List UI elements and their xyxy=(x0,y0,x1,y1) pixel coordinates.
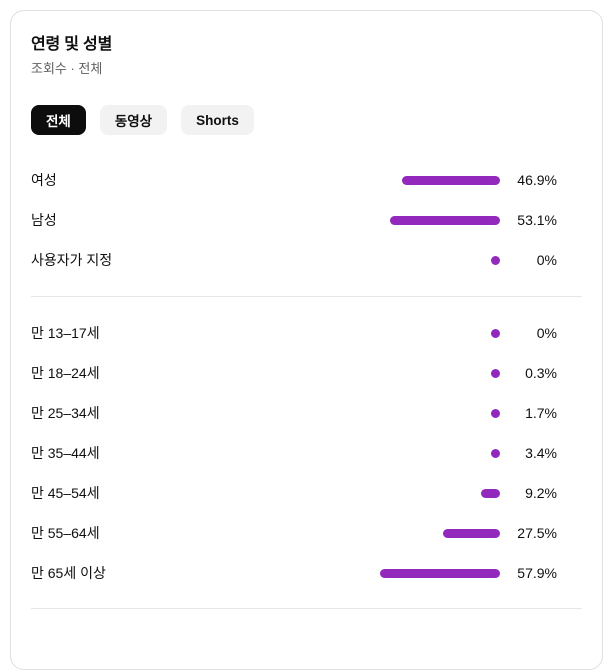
stat-row-age-18-24: 만 18–24세 0.3% xyxy=(31,353,582,393)
row-label: 만 25–34세 xyxy=(31,405,100,421)
row-label: 만 35–44세 xyxy=(31,445,100,461)
bar-area xyxy=(290,408,500,418)
section-divider xyxy=(31,296,582,297)
bar xyxy=(443,528,500,538)
row-value: 1.7% xyxy=(525,405,557,421)
tab-shorts[interactable]: Shorts xyxy=(181,105,254,135)
stat-row-age-13-17: 만 13–17세 0% xyxy=(31,313,582,353)
bar xyxy=(491,328,500,338)
row-value: 57.9% xyxy=(517,565,557,581)
bar-area xyxy=(290,568,500,578)
row-value: 0% xyxy=(536,325,557,341)
row-value: 0% xyxy=(536,252,557,268)
row-value: 27.5% xyxy=(517,525,557,541)
bar xyxy=(390,215,500,225)
row-label: 만 45–54세 xyxy=(31,485,100,501)
gender-section: 여성 46.9% 남성 53.1% 사용자가 지정 0% xyxy=(31,160,582,280)
tab-all[interactable]: 전체 xyxy=(31,105,86,135)
row-value: 53.1% xyxy=(517,212,557,228)
card-title: 연령 및 성별 xyxy=(31,36,113,53)
bar xyxy=(491,448,500,458)
bar-area xyxy=(290,255,500,265)
stat-row-age-25-34: 만 25–34세 1.7% xyxy=(31,393,582,433)
row-value: 9.2% xyxy=(525,485,557,501)
card-subtitle: 조회수 · 전체 xyxy=(31,61,103,76)
stat-row-male: 남성 53.1% xyxy=(31,200,582,240)
age-gender-card: 연령 및 성별 조회수 · 전체 전체 동영상 Shorts 여성 46.9% … xyxy=(10,10,603,670)
row-value: 3.4% xyxy=(525,445,557,461)
row-label: 만 18–24세 xyxy=(31,365,100,381)
bar-area xyxy=(290,175,500,185)
tab-videos[interactable]: 동영상 xyxy=(99,105,168,135)
bar xyxy=(491,255,500,265)
bar-area xyxy=(290,488,500,498)
bar-area xyxy=(290,448,500,458)
row-value: 0.3% xyxy=(525,365,557,381)
bar-area xyxy=(290,528,500,538)
bar-area xyxy=(290,215,500,225)
age-section: 만 13–17세 0% 만 18–24세 0.3% 만 25–34세 1.7% … xyxy=(31,313,582,593)
row-label: 여성 xyxy=(31,172,57,188)
stat-row-female: 여성 46.9% xyxy=(31,160,582,200)
content-filter-tabs: 전체 동영상 Shorts xyxy=(31,105,582,135)
bar-area xyxy=(290,328,500,338)
bottom-divider xyxy=(31,608,582,609)
row-label: 만 13–17세 xyxy=(31,325,100,341)
stat-row-age-55-64: 만 55–64세 27.5% xyxy=(31,513,582,553)
row-label: 만 65세 이상 xyxy=(31,565,106,581)
bar-area xyxy=(290,368,500,378)
bar xyxy=(380,568,500,578)
bar xyxy=(402,175,500,185)
row-label: 사용자가 지정 xyxy=(31,252,113,268)
row-label: 남성 xyxy=(31,212,57,228)
bar xyxy=(481,488,500,498)
stat-row-age-65-plus: 만 65세 이상 57.9% xyxy=(31,553,582,593)
row-label: 만 55–64세 xyxy=(31,525,100,541)
stat-row-age-35-44: 만 35–44세 3.4% xyxy=(31,433,582,473)
stat-row-age-45-54: 만 45–54세 9.2% xyxy=(31,473,582,513)
bar xyxy=(491,368,500,378)
stat-row-user-specified: 사용자가 지정 0% xyxy=(31,240,582,280)
row-value: 46.9% xyxy=(517,172,557,188)
bar xyxy=(491,408,500,418)
